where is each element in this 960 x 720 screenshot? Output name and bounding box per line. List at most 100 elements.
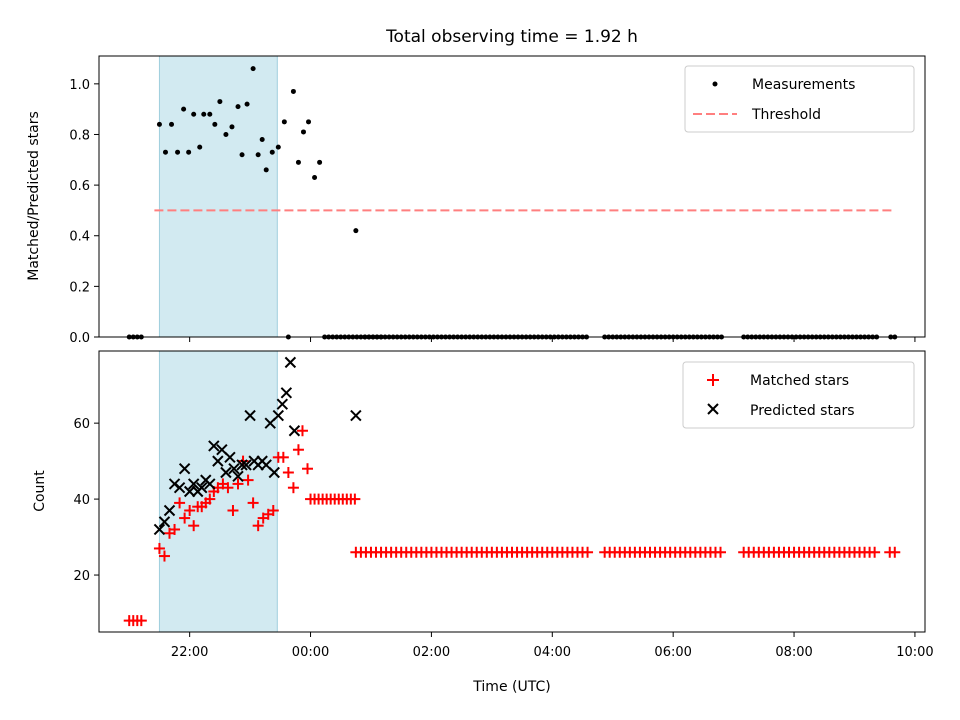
x-tick-label: 22:00 [171, 645, 208, 660]
measurement-point [186, 149, 192, 155]
measurement-point [263, 167, 269, 173]
y-tick-label: 20 [73, 569, 90, 584]
top-legend: Measurements Threshold [684, 65, 915, 133]
y-tick-label: 0.2 [69, 280, 90, 295]
measurement-point [207, 111, 213, 117]
bottom-legend-box [682, 361, 915, 429]
predicted-star-point [220, 466, 232, 479]
matched-star-point [135, 615, 147, 627]
legend-threshold-label: Threshold [751, 107, 821, 123]
matched-star-point [232, 478, 244, 490]
legend-matched-marker [707, 374, 719, 386]
top-y-axis-label: Matched/Predicted stars [26, 111, 42, 281]
predicted-star-point-b [244, 409, 256, 422]
matched-star-point [869, 546, 881, 558]
x-tick-label: 10:00 [896, 645, 933, 660]
measurement-point [197, 144, 203, 150]
predicted-star-point [224, 451, 236, 464]
legend-measurements-label: Measurements [752, 77, 855, 93]
y-tick-label: 0.8 [69, 128, 90, 143]
matched-star-point [715, 546, 727, 558]
predicted-star-point-b [232, 470, 244, 483]
predicted-star-point-b [236, 459, 248, 471]
predicted-star-point-b [173, 481, 186, 494]
matched-star-point [302, 463, 314, 475]
predicted-star-point [244, 409, 256, 422]
legend-predicted-marker [707, 403, 719, 415]
measurement-point [295, 159, 301, 165]
matched-star-point [296, 425, 308, 437]
top-axes-frame [98, 55, 926, 338]
x-tick-label: 02:00 [413, 645, 450, 660]
predicted-star-point-b [220, 466, 232, 479]
bottom-panel: 20 40 60 22:00 00:00 02:00 04:00 06:00 08:00 10:… [32, 350, 934, 695]
matched-star-point [188, 520, 200, 532]
predicted-star-point [204, 478, 216, 490]
predicted-star-point-b [163, 504, 176, 517]
predicted-star-point-b [204, 478, 216, 490]
predicted-star-point-b [276, 398, 289, 410]
top-x-ticks [189, 337, 916, 342]
bottom-y-axis-label: Count [32, 470, 48, 512]
measurement-point [223, 131, 229, 137]
measurement-point [201, 111, 207, 117]
x-tick-label: 04:00 [534, 645, 571, 660]
matched-star-point [282, 467, 294, 479]
predicted-star-point [212, 455, 224, 467]
matched-star-point [204, 493, 216, 505]
matched-star-point [292, 444, 304, 456]
y-tick-label: 0.6 [69, 179, 90, 194]
matched-star-point [222, 482, 234, 494]
bottom-legend: Matched stars Predicted stars [682, 361, 915, 429]
y-tick-label: 60 [73, 417, 90, 432]
predicted-star-point-b [272, 409, 285, 422]
predicted-star-point [240, 459, 252, 471]
bottom-series-marks [123, 356, 901, 627]
predicted-star-point [350, 409, 362, 422]
predicted-star-point-b [350, 409, 362, 422]
bottom-x-ticks: 22:00 00:00 02:00 04:00 06:00 08:00 10:00 [171, 632, 934, 660]
matched-star-point [169, 523, 181, 535]
x-tick-label: 06:00 [654, 645, 691, 660]
top-y-ticks: 0.0 0.2 0.4 0.6 0.8 1.0 [69, 78, 99, 346]
measurement-point [169, 121, 175, 127]
measurement-point [156, 121, 162, 127]
measurement-point [162, 149, 168, 155]
measurement-point [312, 175, 318, 181]
measurement-point [259, 137, 265, 143]
measurement-point [275, 144, 281, 150]
predicted-star-point [280, 387, 293, 399]
measurement-point [191, 111, 197, 117]
predicted-star-point-b [224, 451, 236, 464]
measurement-point [239, 152, 245, 158]
matched-star-point [277, 451, 289, 463]
y-tick-label: 0.0 [69, 331, 90, 346]
predicted-star-point [173, 481, 186, 494]
measurement-point [181, 106, 187, 112]
predicted-star-point-b [280, 387, 293, 399]
measurement-point [250, 66, 256, 72]
predicted-star-point [187, 478, 200, 490]
legend-matched-label: Matched stars [750, 373, 849, 389]
measurement-point [269, 149, 275, 155]
predicted-star-point [163, 504, 176, 517]
measurement-point [235, 104, 241, 110]
predicted-star-point-b [288, 425, 301, 437]
x-tick-label: 00:00 [292, 645, 329, 660]
predicted-star-point [158, 516, 171, 528]
x-axis-label: Time (UTC) [472, 679, 550, 695]
measurement-point [281, 119, 287, 125]
measurement-point [317, 159, 323, 165]
predicted-star-point-b [153, 523, 166, 536]
predicted-star-point-b [284, 356, 297, 369]
measurement-point [217, 99, 223, 105]
legend-measurements-marker [712, 81, 718, 87]
predicted-star-point [208, 440, 220, 452]
chart-title: Total observing time = 1.92 h [385, 27, 638, 47]
predicted-star-point [288, 425, 301, 437]
observing-span [158, 55, 278, 338]
predicted-star-point [153, 523, 166, 536]
top-panel: Total observing time = 1.92 h 0.00.20.40… [26, 27, 926, 346]
predicted-star-point [232, 470, 244, 483]
